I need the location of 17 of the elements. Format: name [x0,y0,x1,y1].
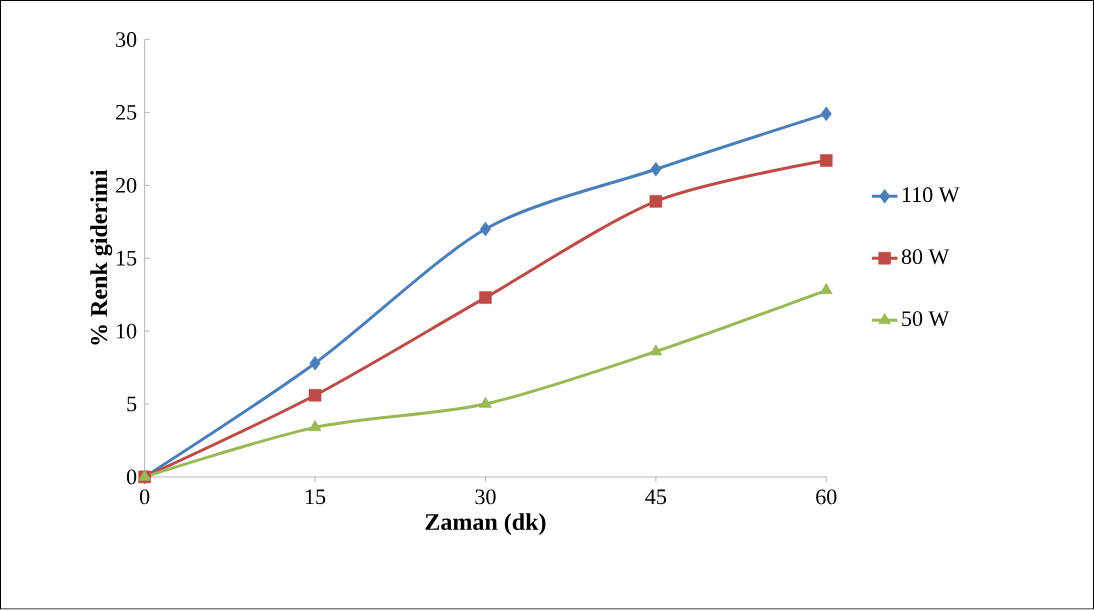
x-tick-label: 15 [305,489,326,505]
x-tick-label: 30 [475,489,496,505]
y-axis-title: % Renk giderimi [90,170,113,345]
y-tick-label: 5 [127,396,137,412]
legend-label: 80 W [901,249,950,265]
y-tick-label: 25 [116,105,137,121]
y-tick-label: 30 [116,32,137,48]
y-tick-label: 20 [116,178,137,193]
legend-label: 110 W [902,187,960,203]
x-tick-label: 0 [139,489,150,505]
y-tick-label: 15 [117,251,137,266]
y-tick-label: 10 [117,323,137,339]
x-axis-title: Zaman (dk) [425,513,546,536]
x-tick-label: 45 [645,489,667,505]
x-tick-label: 60 [816,489,837,505]
legend-label: 50 W [902,311,950,327]
y-tick-label: 0 [126,469,137,485]
